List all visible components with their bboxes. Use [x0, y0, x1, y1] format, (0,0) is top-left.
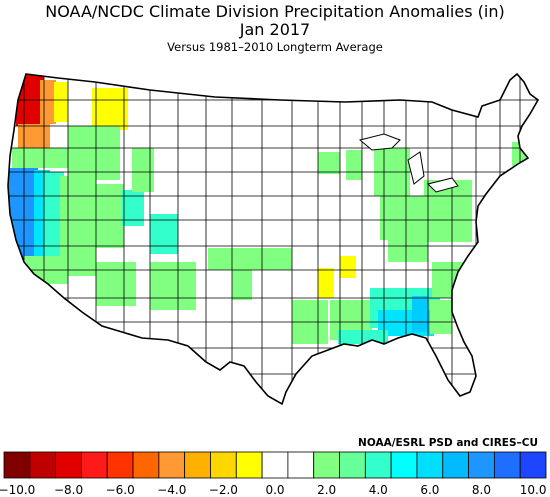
region-fl-light [430, 300, 452, 334]
region-wa-orange-south [18, 124, 50, 148]
legend-box [390, 451, 418, 479]
region-ut-teal [122, 190, 144, 226]
region-wi-light [346, 150, 362, 180]
region-nv-east-light [96, 184, 124, 248]
legend-box [158, 451, 186, 479]
map-title: NOAA/NCDC Climate Division Precipitation… [45, 2, 505, 21]
us-outline [7, 72, 540, 406]
division-borders [8, 74, 538, 404]
great-lakes [358, 133, 459, 193]
legend-tick-label: −2.0 [209, 483, 238, 497]
legend-box [416, 451, 444, 479]
region-wy-light [132, 148, 154, 192]
legend-box [235, 451, 263, 479]
legend-ticks: −10.0 −8.0 −6.0 −4.0 −2.0 0.0 2.0 4.0 6.0 8.0 10.0 [0, 483, 546, 497]
region-pa-light [424, 180, 472, 242]
legend-tick-label: 10.0 [520, 483, 547, 497]
legend-tick-label: 0.0 [265, 483, 284, 497]
legend-box [55, 451, 82, 479]
region-ga-sky [412, 296, 428, 332]
credit-label: NOAA/ESRL PSD and CIRES–CU [358, 437, 538, 449]
legend-box [81, 451, 108, 479]
legend-tick-label: −10.0 [0, 483, 35, 497]
region-wa-yellow [54, 82, 68, 122]
legend-tick-label: −4.0 [157, 483, 186, 497]
region-mt-light [68, 126, 120, 180]
map-subtitle: Versus 1981–2010 Longterm Average [167, 40, 383, 54]
legend-tick-label: 4.0 [369, 483, 388, 497]
legend-box [3, 451, 31, 479]
region-or-light [12, 148, 70, 168]
legend-box [364, 451, 392, 479]
region-id-yellow [92, 88, 128, 130]
legend-tick-label: 2.0 [317, 483, 336, 497]
region-ar-yellow [318, 268, 334, 298]
legend-tick-label: 8.0 [472, 483, 491, 497]
legend-boxes [3, 451, 547, 479]
legend-box [442, 451, 469, 479]
legend-box [468, 451, 495, 479]
legend-box [106, 451, 134, 479]
region-ca-teal [44, 172, 64, 256]
region-ms-yellow [340, 256, 356, 278]
legend-box [29, 451, 57, 479]
legend-box [519, 451, 547, 479]
legend-box [313, 451, 340, 479]
legend-tick-label: 6.0 [420, 483, 439, 497]
legend-box [261, 451, 289, 479]
legend-box [287, 451, 315, 479]
anomaly-regions [8, 74, 528, 344]
legend-box [132, 451, 160, 479]
region-oh-light [380, 196, 430, 240]
legend-box [493, 451, 521, 479]
region-mn-light [318, 152, 340, 174]
map-period: Jan 2017 [239, 20, 311, 39]
region-co-teal [150, 214, 178, 254]
region-ky-light [388, 240, 428, 262]
region-tx-north-light [232, 270, 252, 300]
legend-box [339, 451, 366, 479]
legend-box [210, 451, 237, 479]
legend-tick-label: −8.0 [54, 483, 83, 497]
region-az-light [96, 262, 136, 306]
region-co-east-light [208, 248, 292, 270]
legend-tick-label: −6.0 [106, 483, 135, 497]
legend-box [184, 451, 211, 479]
